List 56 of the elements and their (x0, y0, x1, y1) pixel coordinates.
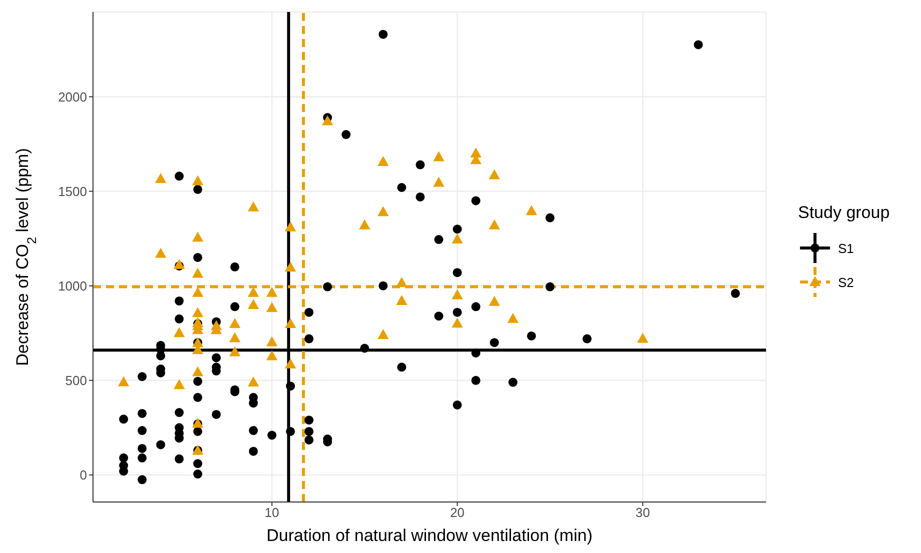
point (452, 234, 463, 244)
x-tick-label: 30 (635, 505, 650, 520)
legend-title: Study group (798, 203, 890, 223)
x-tick-label: 20 (450, 505, 465, 520)
point (174, 327, 185, 338)
point (433, 151, 444, 162)
point (488, 219, 500, 230)
point (433, 176, 444, 187)
point (284, 358, 296, 368)
point (229, 318, 240, 328)
point (192, 307, 204, 318)
y-tick-label: 1500 (58, 184, 87, 199)
point (174, 379, 185, 390)
point (284, 262, 296, 272)
point (284, 221, 296, 232)
point (378, 156, 389, 166)
point (452, 289, 463, 300)
x-tick-label: 10 (264, 505, 280, 520)
legend-label: S2 (838, 274, 854, 290)
point (378, 206, 389, 216)
point (155, 172, 166, 183)
point (284, 318, 296, 328)
point (396, 294, 408, 305)
point (507, 312, 519, 323)
point (229, 346, 240, 356)
point (155, 248, 166, 258)
point (266, 336, 278, 346)
point (637, 332, 648, 343)
point (359, 219, 370, 230)
point (396, 277, 408, 288)
y-tick-label: 1000 (58, 278, 87, 294)
x-axis-title: Duration of natural window ventilation (min) (266, 526, 592, 545)
point (248, 298, 259, 309)
y-tick-label: 500 (65, 373, 87, 388)
point (526, 205, 538, 216)
y-tick-label: 2000 (58, 89, 87, 104)
point (266, 350, 278, 360)
point (378, 329, 389, 340)
point (192, 286, 204, 297)
point (192, 366, 204, 376)
point (229, 332, 240, 342)
point (248, 376, 259, 386)
point (248, 201, 259, 212)
point (192, 175, 204, 186)
point (322, 115, 334, 126)
point (266, 286, 278, 297)
point (488, 296, 500, 306)
point (488, 169, 500, 180)
point (192, 268, 204, 278)
point (192, 232, 204, 242)
legend-label: S1 (838, 240, 854, 256)
y-tick-label: 0 (80, 468, 87, 483)
point (266, 302, 278, 312)
point (452, 318, 463, 328)
point (248, 286, 259, 297)
point (118, 376, 130, 386)
